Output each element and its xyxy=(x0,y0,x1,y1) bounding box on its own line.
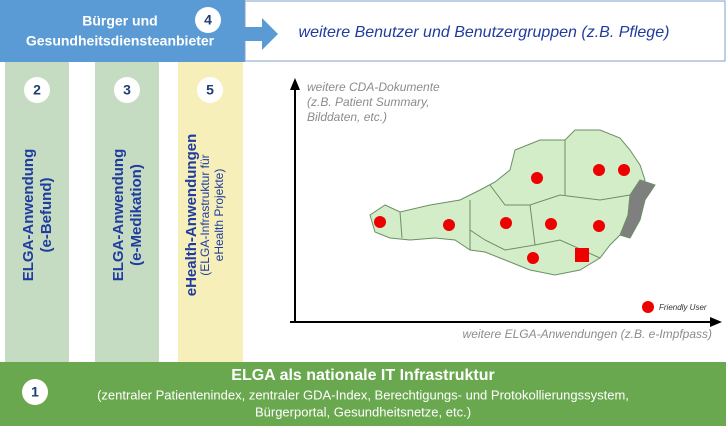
number: 4 xyxy=(204,12,212,28)
marker xyxy=(443,219,455,231)
column-title: eHealth-Anwendungen xyxy=(183,134,200,297)
number: 3 xyxy=(123,82,131,98)
arrow xyxy=(236,18,278,50)
marker xyxy=(531,172,543,184)
top-line: Gesundheitsdiensteanbieter xyxy=(26,33,215,49)
x-label: weitere ELGA-Anwendungen (z.B. e-Impfpas… xyxy=(463,327,712,341)
marker xyxy=(374,216,386,228)
column xyxy=(95,62,159,362)
column-subtitle: (e-Befund) xyxy=(38,178,55,253)
map xyxy=(369,129,656,276)
bottom-line: Bürgerportal, Gesundheitsnetze, etc.) xyxy=(255,404,471,419)
marker xyxy=(618,164,630,176)
column xyxy=(178,62,243,362)
legend-dot xyxy=(642,301,654,313)
number-circle xyxy=(24,77,50,103)
bottom-box xyxy=(0,362,726,426)
y-label: Bilddaten, etc.) xyxy=(307,110,387,124)
number-circle xyxy=(197,77,223,103)
bottom-line: (zentraler Patientenindex, zentraler GDA… xyxy=(97,387,629,402)
arrowhead xyxy=(710,317,722,327)
border xyxy=(399,140,631,259)
marker xyxy=(593,164,605,176)
column-subtitle: (ELGA-Infrastruktur für xyxy=(198,154,212,275)
legend-text: Friendly User xyxy=(659,303,707,312)
marker xyxy=(545,218,557,230)
marker-square xyxy=(575,248,589,262)
marker xyxy=(500,217,512,229)
number-circle xyxy=(195,7,221,33)
marker xyxy=(527,252,539,264)
column-subtitle: eHealth Projekte) xyxy=(212,169,226,262)
number: 2 xyxy=(33,82,41,98)
arrow-text: weitere Benutzer und Benutzergruppen (z.… xyxy=(299,24,670,41)
marker xyxy=(593,220,605,232)
number-circle xyxy=(22,379,48,405)
top-right-box xyxy=(244,0,726,62)
column-title: ELGA-Anwendung xyxy=(20,149,37,281)
column-subtitle: (e-Medikation) xyxy=(128,164,145,266)
y-label: weitere CDA-Dokumente xyxy=(307,80,440,94)
arrowhead xyxy=(290,78,300,90)
region xyxy=(619,179,656,239)
number: 5 xyxy=(206,82,214,98)
number: 1 xyxy=(31,384,39,400)
column-title: ELGA-Anwendung xyxy=(110,149,127,281)
y-label: (z.B. Patient Summary, xyxy=(307,95,429,109)
number-circle xyxy=(114,77,140,103)
bottom-title: ELGA als nationale IT Infrastruktur xyxy=(231,367,494,384)
top-line: Bürger und xyxy=(82,13,157,29)
column xyxy=(5,62,69,362)
